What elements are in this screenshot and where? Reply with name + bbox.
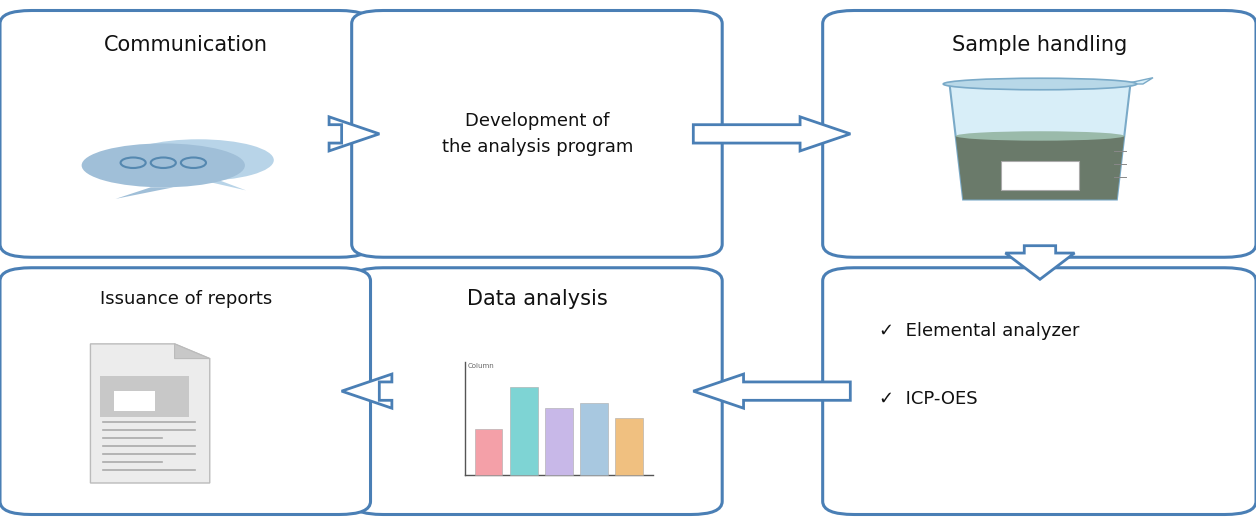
FancyArrow shape: [342, 374, 392, 408]
Text: Development of
the analysis program: Development of the analysis program: [442, 112, 633, 156]
Polygon shape: [1124, 78, 1153, 84]
FancyBboxPatch shape: [823, 10, 1256, 257]
Bar: [580, 403, 608, 475]
Ellipse shape: [123, 139, 274, 181]
FancyBboxPatch shape: [1001, 161, 1079, 190]
Bar: [615, 418, 643, 475]
FancyBboxPatch shape: [0, 10, 371, 257]
Polygon shape: [116, 187, 173, 199]
FancyArrow shape: [693, 117, 850, 151]
Polygon shape: [950, 84, 1130, 200]
FancyArrow shape: [1005, 246, 1074, 279]
FancyBboxPatch shape: [0, 268, 371, 514]
FancyBboxPatch shape: [352, 268, 722, 514]
FancyBboxPatch shape: [114, 391, 154, 411]
Bar: [545, 408, 573, 475]
Bar: [510, 387, 538, 475]
FancyBboxPatch shape: [100, 376, 188, 417]
FancyBboxPatch shape: [352, 10, 722, 257]
Text: Issuance of reports: Issuance of reports: [99, 290, 273, 308]
Ellipse shape: [943, 78, 1137, 90]
Polygon shape: [205, 181, 246, 191]
Text: Column: Column: [467, 362, 494, 369]
FancyArrow shape: [693, 374, 850, 408]
Text: Communication: Communication: [104, 35, 268, 55]
Text: ✓  ICP-OES: ✓ ICP-OES: [879, 390, 978, 408]
Bar: [475, 428, 502, 475]
Text: ✓  Elemental analyzer: ✓ Elemental analyzer: [879, 322, 1080, 340]
Text: Sample handling: Sample handling: [952, 35, 1128, 55]
Text: Data analysis: Data analysis: [467, 289, 608, 309]
Polygon shape: [956, 136, 1124, 200]
Polygon shape: [175, 344, 210, 359]
Polygon shape: [90, 344, 210, 483]
FancyArrow shape: [329, 117, 379, 151]
FancyBboxPatch shape: [823, 268, 1256, 514]
Ellipse shape: [956, 131, 1124, 141]
Ellipse shape: [82, 143, 245, 187]
